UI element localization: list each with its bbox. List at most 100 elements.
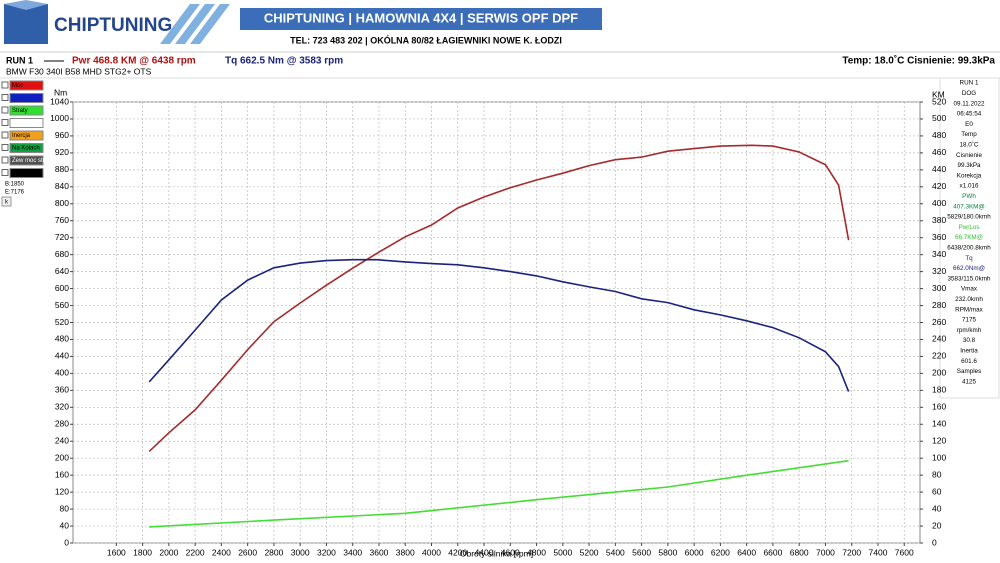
y-tick-label: 80	[60, 503, 70, 513]
x-tick-label: 2200	[186, 547, 205, 557]
y2-axis-label: KM	[932, 89, 945, 99]
y2-tick-label: 360	[932, 232, 946, 242]
y-tick-label: 960	[55, 130, 69, 140]
legend-check	[1, 119, 9, 126]
y-tick-label: 560	[55, 300, 69, 310]
y2-tick-label: 500	[932, 113, 946, 123]
x-tick-label: 5200	[580, 547, 599, 557]
legend-check	[1, 106, 9, 114]
info-line: 601.6	[961, 358, 977, 365]
y2-tick-label: 200	[932, 368, 946, 378]
y-tick-label: 720	[55, 232, 69, 242]
legend-check	[1, 156, 9, 164]
legend-swatch	[9, 80, 44, 91]
y2-tick-label: 120	[932, 435, 946, 445]
x-tick-label: 7200	[842, 547, 861, 557]
x-tick-label: 3000	[291, 547, 310, 557]
y-axis-label: Nm	[54, 87, 67, 97]
y2-tick-label: 420	[932, 181, 946, 191]
info-line: 4125	[962, 378, 977, 385]
info-panel	[939, 77, 1000, 399]
legend-check	[1, 81, 9, 89]
y2-tick-label: 520	[932, 96, 946, 106]
y2-tick-label: 240	[932, 334, 946, 344]
info-line: Temp	[961, 131, 977, 138]
legend-check	[1, 94, 9, 101]
y-tick-label: 760	[55, 215, 69, 225]
power-peak: Pwr 468.8 KM @ 6438 rpm	[72, 56, 196, 67]
y-tick-label: 320	[55, 402, 69, 412]
x-tick-label: 5400	[606, 547, 625, 557]
legend-check	[1, 169, 9, 176]
legend-check	[1, 144, 9, 151]
legend-swatch	[9, 130, 44, 141]
info-line: Samples	[957, 368, 982, 375]
y2-tick-label: 460	[932, 147, 946, 157]
x-tick-label: 2800	[264, 547, 283, 557]
y2-tick-label: 180	[932, 385, 946, 395]
logo-top	[4, 0, 48, 10]
info-line: 66.7KM@	[955, 234, 983, 241]
info-line: x1.016	[960, 183, 979, 190]
x-tick-label: 1800	[133, 547, 152, 557]
x-tick-label: 4200	[448, 547, 467, 557]
conditions: Temp: 18.0˚C Cisnienie: 99.3kPa	[842, 55, 995, 67]
y2-tick-label: 380	[932, 215, 946, 225]
info-line: Korekcja	[957, 172, 982, 179]
x-tick-label: 7400	[869, 547, 888, 557]
legend-swatch	[9, 93, 44, 103]
x-tick-label: 7000	[816, 547, 835, 557]
x-tick-label: 3600	[370, 547, 389, 557]
vehicle: BMW F30 340I B58 MHD STG2+ OTS	[6, 66, 152, 76]
stripes	[160, 4, 230, 44]
y-tick-label: 600	[55, 283, 69, 293]
legend-label: Moc	[12, 83, 23, 89]
y-tick-label: 0	[64, 537, 69, 547]
y-tick-label: 920	[55, 147, 69, 157]
y2-tick-label: 440	[932, 164, 946, 174]
k-button-label[interactable]: k	[5, 200, 9, 206]
y-tick-label: 240	[55, 435, 69, 445]
legend-swatch	[9, 143, 44, 153]
y-tick-label: 200	[55, 452, 69, 462]
y-tick-label: 480	[55, 334, 69, 344]
torque-peak: Tq 662.5 Nm @ 3583 rpm	[225, 56, 343, 67]
legend-swatch	[9, 105, 44, 116]
info-line: RUN 1	[960, 80, 979, 87]
x-tick-label: 5800	[658, 547, 677, 557]
legend-label: Na Kołach	[12, 146, 40, 152]
y-tick-label: 360	[55, 385, 69, 395]
info-line: Tq	[965, 255, 973, 262]
info-line: 232.0kmh	[955, 296, 983, 303]
y2-tick-label: 340	[932, 249, 946, 259]
x-tick-label: 3200	[317, 547, 336, 557]
info-line: 30.8	[963, 337, 976, 344]
plot-area	[72, 101, 921, 544]
y2-tick-label: 0	[932, 537, 937, 547]
x-tick-label: 2600	[238, 547, 257, 557]
info-line: Inertia	[960, 347, 978, 354]
info-line: 3583/115.0kmh	[948, 275, 991, 282]
y2-tick-label: 220	[932, 351, 946, 361]
info-line: 6438/200.8kmh	[947, 244, 991, 251]
logo-cube	[4, 4, 48, 44]
y-tick-label: 800	[55, 198, 69, 208]
y-tick-label: 640	[55, 266, 69, 276]
k-button[interactable]	[1, 196, 12, 207]
info-line: 09.11.2022	[953, 100, 985, 107]
y2-tick-label: 100	[932, 452, 946, 462]
x-tick-label: 2400	[212, 547, 231, 557]
x-tick-label: 4000	[422, 547, 441, 557]
x-tick-label: 1600	[107, 547, 126, 557]
legend-check	[1, 131, 9, 139]
x-tick-label: 5000	[553, 547, 572, 557]
info-line: PWh	[962, 193, 976, 200]
y-tick-label: 120	[55, 486, 69, 496]
brand: CHIPTUNING	[54, 15, 172, 36]
curve	[148, 144, 850, 452]
y2-tick-label: 280	[932, 300, 946, 310]
x-tick-label: 6400	[737, 547, 756, 557]
info-line: rpm/kmh	[957, 327, 982, 334]
